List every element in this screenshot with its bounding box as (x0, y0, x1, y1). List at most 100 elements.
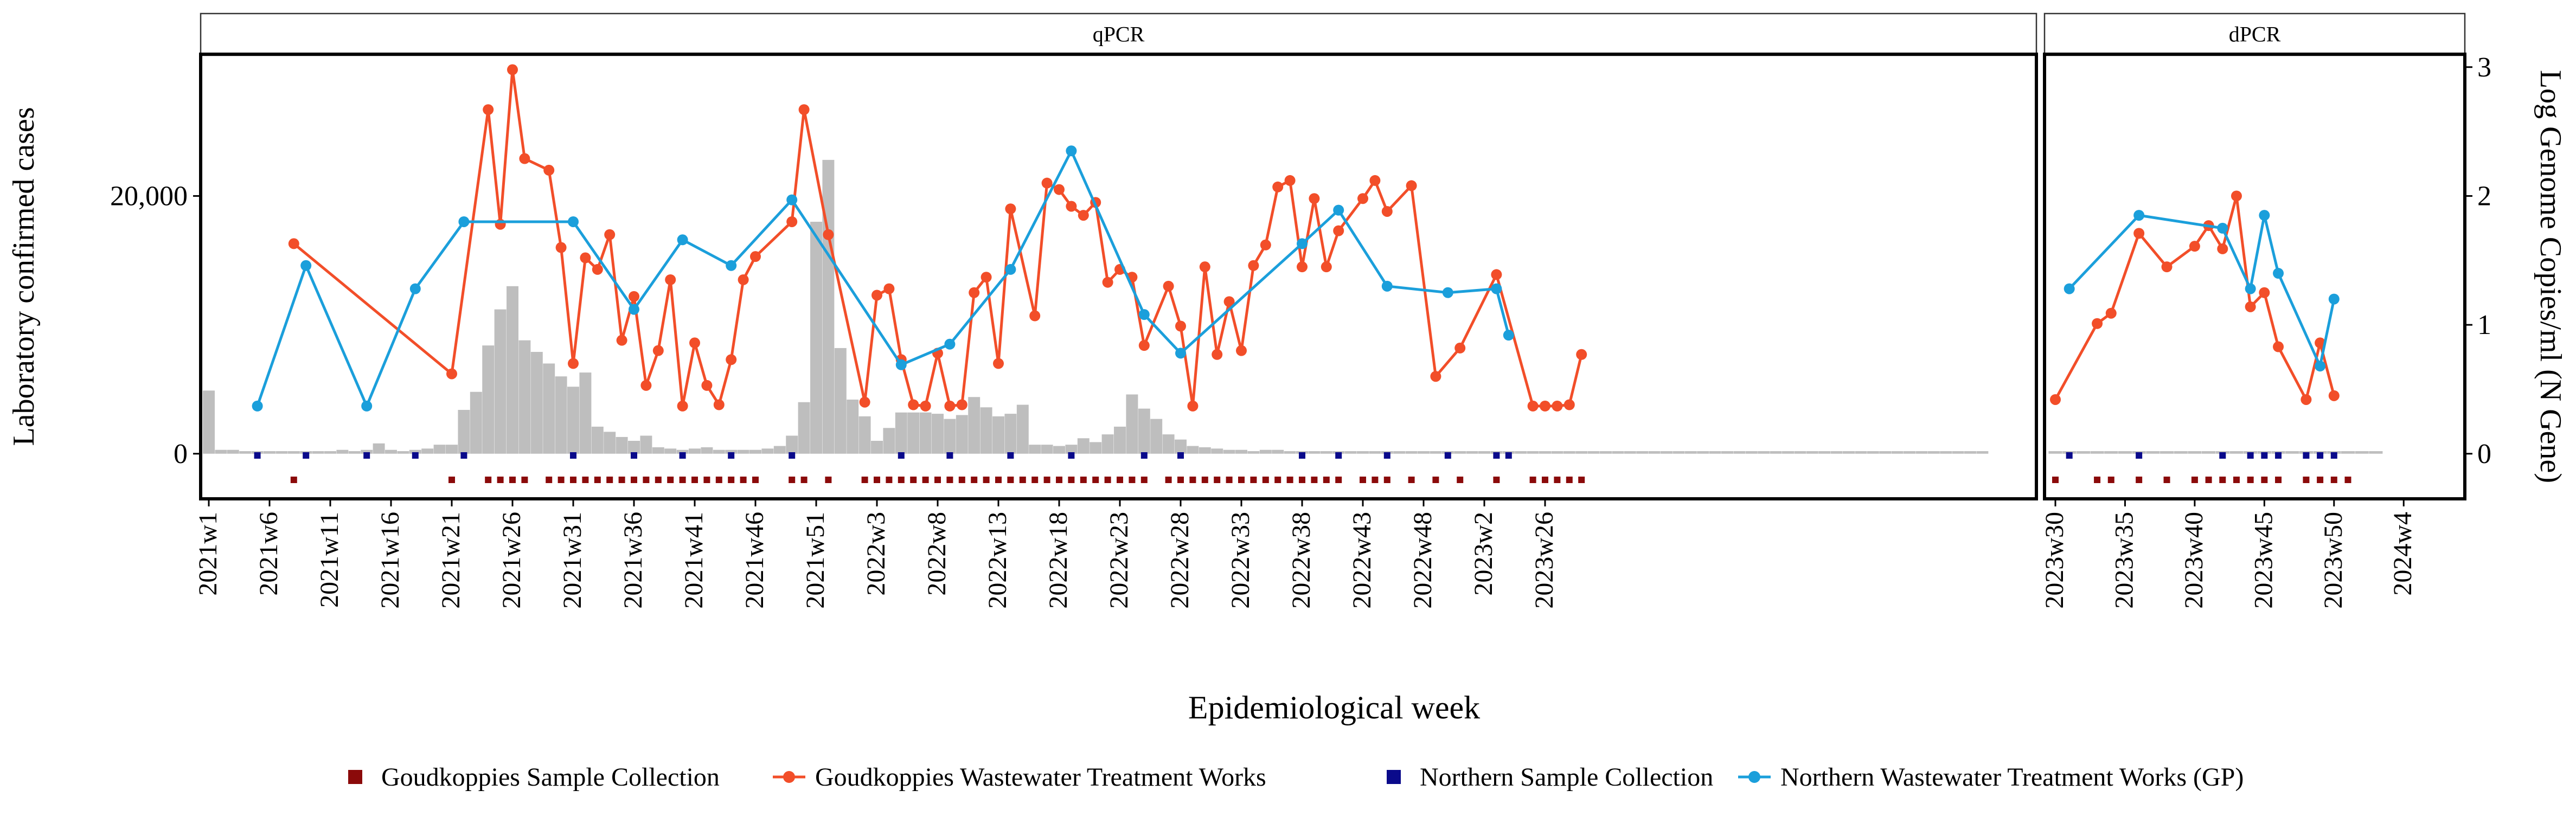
x-tick-label: 2022w13 (983, 512, 1012, 609)
case-bar (1904, 451, 1915, 454)
case-bar (1138, 408, 1150, 454)
x-tick-label: 2021w46 (740, 512, 769, 609)
goudkoppies-point (823, 229, 834, 240)
goudkoppies-collection-marker (1408, 477, 1415, 483)
goudkoppies-point (1054, 184, 1065, 195)
goudkoppies-collection-marker (910, 477, 917, 483)
goudkoppies-point (640, 380, 652, 391)
case-bar (1551, 451, 1563, 454)
goudkoppies-point (629, 291, 639, 302)
goudkoppies-collection-marker (1068, 477, 1075, 483)
goudkoppies-point (993, 358, 1004, 369)
case-bar (1284, 451, 1296, 454)
goudkoppies-point (1284, 175, 1296, 186)
northern-collection-marker (898, 452, 905, 459)
case-bar (907, 412, 920, 454)
case-bar (2355, 451, 2369, 454)
goudkoppies-point (859, 396, 870, 408)
case-bar (1818, 451, 1831, 454)
case-bar (883, 428, 895, 454)
case-bar (1721, 451, 1733, 454)
goudkoppies-point (2301, 394, 2312, 405)
case-bar (2104, 451, 2118, 454)
goudkoppies-point (446, 368, 457, 380)
case-bar (567, 387, 579, 454)
goudkoppies-point (519, 153, 530, 164)
goudkoppies-point (981, 272, 992, 283)
case-bar (1673, 451, 1685, 454)
case-bar (494, 309, 507, 454)
northern-point (786, 194, 798, 205)
northern-collection-marker (1068, 452, 1075, 459)
case-bar (1806, 451, 1818, 454)
goudkoppies-collection-marker (570, 477, 576, 483)
goudkoppies-point (483, 104, 494, 115)
case-bar (1344, 451, 1357, 454)
case-bar (227, 449, 239, 454)
goudkoppies-collection-marker (485, 477, 492, 483)
goudkoppies-collection-marker (715, 477, 722, 483)
case-bar (980, 407, 992, 454)
goudkoppies-collection-marker (679, 477, 686, 483)
case-bar (1867, 451, 1879, 454)
case-bar (1648, 451, 1661, 454)
case-bar (397, 451, 409, 454)
case-bar (1891, 451, 1904, 454)
case-bar (1745, 451, 1758, 454)
goudkoppies-point (2259, 287, 2270, 298)
goudkoppies-collection-marker (1432, 477, 1439, 483)
case-bar (1684, 451, 1697, 454)
northern-collection-marker (2317, 452, 2324, 459)
goudkoppies-collection-marker (2247, 477, 2254, 483)
goudkoppies-point (1540, 400, 1550, 412)
goudkoppies-point (1066, 201, 1077, 212)
goudkoppies-point (1005, 203, 1016, 215)
goudkoppies-collection-marker (946, 477, 953, 483)
case-bar (1016, 404, 1029, 454)
case-bar (1393, 451, 1406, 454)
x-tick-label: 2021w51 (801, 512, 830, 609)
goudkoppies-point (580, 252, 591, 264)
goudkoppies-collection-marker (1542, 477, 1548, 483)
goudkoppies-point (1175, 320, 1186, 332)
northern-collection-marker (679, 452, 686, 459)
goudkoppies-collection-marker (1007, 477, 1014, 483)
goudkoppies-collection-marker (1140, 477, 1148, 483)
northern-point (1005, 264, 1016, 275)
goudkoppies-collection-marker (1383, 477, 1390, 483)
goudkoppies-collection-marker (728, 477, 735, 483)
case-bar (1101, 434, 1114, 454)
case-bar (385, 449, 397, 454)
goudkoppies-collection-marker (740, 477, 747, 483)
legend-label: Northern Sample Collection (1420, 763, 1713, 792)
case-bar (1150, 419, 1163, 454)
case-bar (421, 448, 434, 454)
case-bar (312, 451, 324, 454)
goudkoppies-point (2092, 318, 2103, 329)
case-bar (1175, 439, 1187, 454)
northern-point (2064, 283, 2075, 294)
northern-collection-marker (1299, 452, 1305, 459)
goudkoppies-collection-marker (1566, 477, 1573, 483)
goudkoppies-collection-marker (509, 477, 516, 483)
northern-collection-marker (412, 452, 419, 459)
goudkoppies-collection-marker (825, 477, 832, 483)
northern-collection-marker (728, 452, 735, 459)
case-bar (1369, 451, 1381, 454)
goudkoppies-collection-marker (971, 477, 978, 483)
case-bar (1430, 451, 1442, 454)
goudkoppies-collection-marker (1117, 477, 1123, 483)
goudkoppies-point (920, 400, 931, 412)
case-bar (1466, 451, 1478, 454)
case-bar (2048, 451, 2062, 454)
case-bar (507, 286, 518, 454)
case-bar (1624, 451, 1636, 454)
x-tick-label: 2021w1 (194, 512, 222, 596)
goudkoppies-point (1357, 193, 1368, 204)
case-bar (992, 416, 1004, 454)
case-bar (773, 446, 786, 454)
northern-collection-marker (2136, 452, 2143, 459)
x-tick-label: 2021w16 (376, 512, 405, 609)
case-bar (287, 451, 300, 454)
case-bar (1029, 445, 1041, 454)
